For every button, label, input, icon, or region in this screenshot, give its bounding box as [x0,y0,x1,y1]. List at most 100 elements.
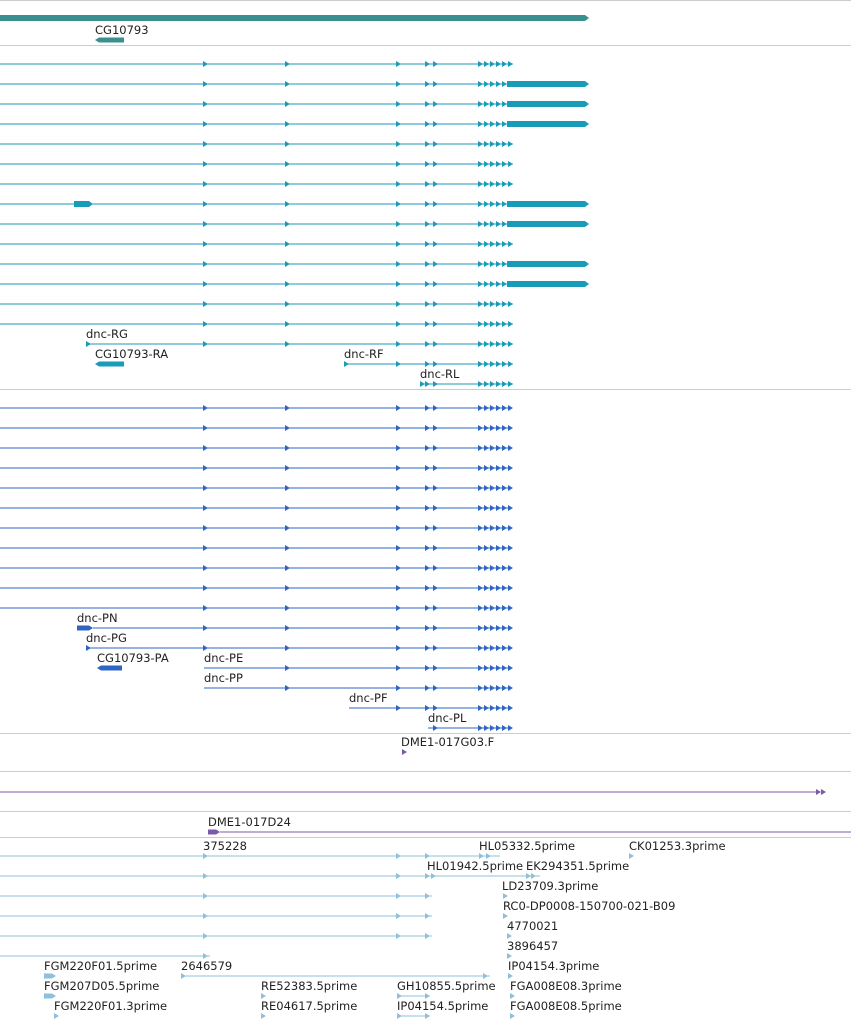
exon-arrow [508,141,513,147]
exon-arrow [425,625,430,631]
est-label[interactable]: FGM220F01.3prime [54,999,168,1013]
est-label[interactable]: EK294351.5prime [526,859,630,873]
exon-arrow [484,301,489,307]
exon-arrow [478,485,483,491]
exon-arrow [502,425,507,431]
est-label[interactable]: FGM220F01.5prime [44,959,158,973]
exon-arrow [203,301,208,307]
exon-arrow [502,445,507,451]
exon-arrow [433,121,438,127]
exon-arrow [396,485,401,491]
est-label[interactable]: FGA008E08.3prime [510,979,622,993]
exon-arrow [433,705,438,711]
exon-arrow [484,545,489,551]
track-separator [0,45,851,46]
exon-arrow [285,121,290,127]
transcript-label-dnc-pg[interactable]: dnc-PG [86,631,127,645]
exon-arrow [433,301,438,307]
transcript-label-cg10793-pa[interactable]: CG10793-PA [97,651,169,665]
exon-arrow [490,241,495,247]
exon-arrow [478,585,483,591]
exon-arrow [496,565,501,571]
exon-arrow [425,685,430,691]
exon-arrow [496,341,501,347]
transcript-label-dnc-pn[interactable]: dnc-PN [77,611,118,625]
est-label[interactable]: FGM207D05.5prime [44,979,160,993]
exon-arrow [285,61,290,67]
est-label[interactable]: HL05332.5prime [479,839,576,853]
exon-arrow [433,341,438,347]
est-label[interactable]: 2646579 [181,959,233,973]
exon-arrow [508,161,513,167]
exon-arrow [433,181,438,187]
exon-arrow [508,665,513,671]
exon-arrow [203,913,208,919]
exon-arrow [478,221,483,227]
exon-arrow [433,525,438,531]
exon-arrow [396,645,401,651]
transcript-label-dnc-pe[interactable]: dnc-PE [204,651,244,665]
transcript-label-dnc-rl[interactable]: dnc-RL [420,367,460,381]
est-label[interactable]: RE52383.5prime [261,979,358,993]
transcript-label-dnc-pp[interactable]: dnc-PP [204,671,243,685]
est-label[interactable]: 3896457 [507,939,559,953]
exon-arrow [503,893,508,899]
exon-arrow [496,221,501,227]
exon-arrow [496,201,501,207]
clone-label-dme1-017g03f[interactable]: DME1-017G03.F [401,735,495,749]
est-label[interactable]: IP04154.3prime [508,959,600,973]
exon-arrow [396,565,401,571]
est-label[interactable]: RC0-DP0008-150700-021-B09 [503,899,676,913]
exon-arrow [203,181,208,187]
est-label[interactable]: RE04617.5prime [261,999,358,1013]
exon-block [44,993,56,999]
exon-arrow [484,121,489,127]
exon-arrow [425,505,430,511]
exon-arrow [502,381,507,387]
transcript-label-dnc-rf[interactable]: dnc-RF [344,347,384,361]
est-label[interactable]: 4770021 [507,919,559,933]
exon-arrow [433,201,438,207]
exon-block [507,101,589,107]
transcript-label-dnc-pf[interactable]: dnc-PF [349,691,388,705]
est-label[interactable]: GH10855.5prime [397,979,496,993]
exon-arrow [484,565,489,571]
exon-arrow [502,705,507,711]
gene-label-cg10793[interactable]: CG10793 [95,23,149,37]
exon-arrow [478,201,483,207]
est-label[interactable]: IP04154.5prime [397,999,489,1013]
exon-arrow [502,361,507,367]
exon-arrow [433,221,438,227]
transcript-label-cg10793-ra[interactable]: CG10793-RA [95,347,169,361]
clone-label-dme1-017d24[interactable]: DME1-017D24 [208,815,291,829]
est-label[interactable]: HL01942.5prime [427,859,524,873]
est-label[interactable]: CK01253.3prime [629,839,726,853]
exon-arrow [816,789,821,795]
exon-arrow [425,61,430,67]
est-label[interactable]: 375228 [203,839,247,853]
exon-arrow [396,241,401,247]
exon-block [44,973,56,979]
exon-arrow [203,605,208,611]
exon-arrow [502,405,507,411]
exon-arrow [396,893,401,899]
est-label[interactable]: FGA008E08.5prime [510,999,622,1013]
exon-arrow [285,405,290,411]
exon-arrow [203,465,208,471]
exon-arrow [508,485,513,491]
transcript-label-dnc-rg[interactable]: dnc-RG [86,327,128,341]
exon-arrow [484,585,489,591]
exon-arrow [490,665,495,671]
exon-arrow [396,341,401,347]
exon-arrow [502,625,507,631]
exon-arrow [508,341,513,347]
exon-arrow [502,201,507,207]
exon-arrow [285,605,290,611]
track-separator [0,0,851,1]
exon-arrow [285,241,290,247]
exon-arrow [396,525,401,531]
exon-arrow [510,1013,515,1019]
est-label[interactable]: LD23709.3prime [502,879,599,893]
transcript-label-dnc-pl[interactable]: dnc-PL [428,711,467,725]
